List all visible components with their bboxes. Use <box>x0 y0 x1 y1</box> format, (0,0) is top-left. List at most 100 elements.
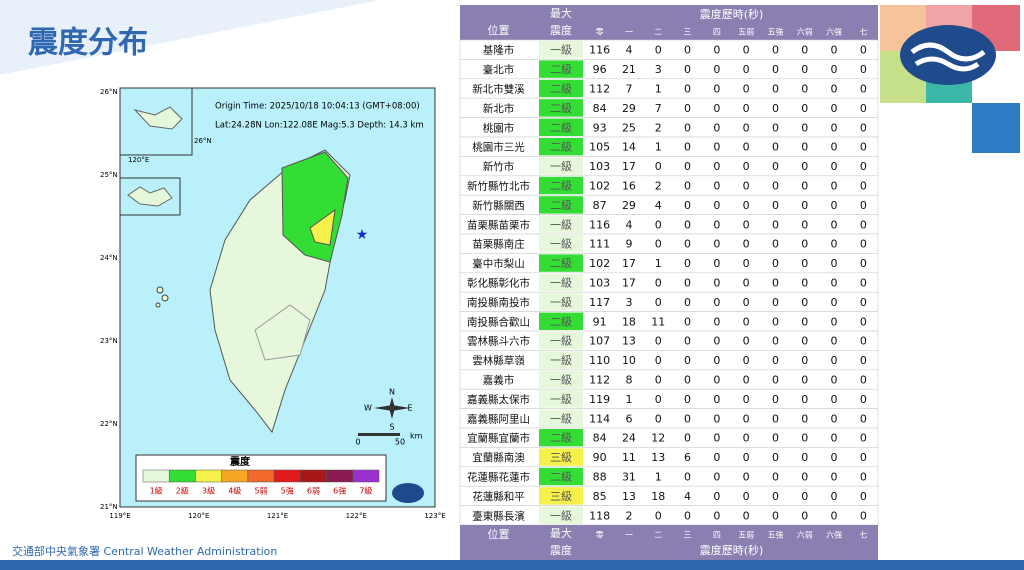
legend-label: 6強 <box>333 486 346 496</box>
table-cell: 0 <box>772 451 779 464</box>
header-cell: 最大 <box>550 526 572 540</box>
table-cell: 0 <box>801 180 808 193</box>
table-cell: 0 <box>860 44 867 57</box>
header-cell: 五弱 <box>738 28 754 37</box>
table-cell: 90 <box>593 451 607 464</box>
table-cell: 0 <box>772 63 779 76</box>
table-cell: 0 <box>860 257 867 270</box>
table-cell: 0 <box>713 335 720 348</box>
legend-label: 5強 <box>281 486 294 496</box>
legend-swatch <box>352 469 380 483</box>
table-cell: 0 <box>713 471 720 484</box>
table-cell: 0 <box>743 63 750 76</box>
table-cell: 91 <box>593 315 607 328</box>
table-cell: 0 <box>743 238 750 251</box>
table-cell: 0 <box>713 218 720 231</box>
table-cell: 0 <box>860 102 867 115</box>
intensity-cell <box>539 235 583 253</box>
table-row <box>459 117 879 138</box>
table-cell: 嘉義縣太保市 <box>467 393 530 406</box>
table-cell: 二級 <box>550 141 572 154</box>
header-cell: 震度 <box>550 543 572 557</box>
table-cell: 0 <box>801 315 808 328</box>
table-cell: 0 <box>743 315 750 328</box>
table-cell: 117 <box>589 296 610 309</box>
table-cell: 二級 <box>550 315 572 328</box>
table-cell: 0 <box>860 199 867 212</box>
table-cell: 0 <box>713 238 720 251</box>
header-cell: 位置 <box>488 527 510 541</box>
lat-label: 26°N <box>100 88 118 96</box>
lat-label: 22°N <box>100 420 118 428</box>
header-cell: 最大 <box>550 6 572 20</box>
table-cell: 二級 <box>550 63 572 76</box>
footer: 交通部中央氣象署 Central Weather Administration <box>12 544 277 558</box>
table-cell: 0 <box>831 374 838 387</box>
table-cell: 新竹市 <box>483 160 515 173</box>
table-cell: 0 <box>831 277 838 290</box>
header-cell: 五弱 <box>738 531 754 540</box>
table-cell: 0 <box>831 238 838 251</box>
table-cell: 基隆市 <box>483 44 515 57</box>
header-cell: 一 <box>625 531 633 540</box>
table-cell: 苗栗縣南庄 <box>472 238 525 251</box>
table-cell: 1 <box>655 141 662 154</box>
intensity-3-area <box>309 208 336 246</box>
table-cell: 0 <box>801 257 808 270</box>
table-cell: 112 <box>589 83 610 96</box>
table-cell: 8 <box>625 374 632 387</box>
table-cell: 103 <box>589 277 610 290</box>
intensity-cell <box>539 506 583 524</box>
intensity-cell <box>539 157 583 175</box>
table-cell: 0 <box>772 354 779 367</box>
table-cell: 0 <box>655 509 662 522</box>
table-cell: 0 <box>772 509 779 522</box>
table-cell: 0 <box>684 102 691 115</box>
table-cell: 0 <box>713 393 720 406</box>
table-cell: 0 <box>860 509 867 522</box>
table-cell: 7 <box>655 102 662 115</box>
table-cell: 臺東縣長濱 <box>472 509 525 522</box>
table-cell: 1 <box>625 393 632 406</box>
table-cell: 0 <box>743 199 750 212</box>
table-cell: 一級 <box>550 160 572 173</box>
table-cell: 0 <box>801 471 808 484</box>
table-cell: 0 <box>743 471 750 484</box>
table-cell: 0 <box>743 374 750 387</box>
table-cell: 1 <box>655 471 662 484</box>
table-cell: 3 <box>655 63 662 76</box>
table-cell: 一級 <box>550 393 572 406</box>
table-cell: 嘉義市 <box>483 374 515 387</box>
intensity-cell <box>539 99 583 117</box>
table-cell: 0 <box>713 83 720 96</box>
table-cell: 苗栗縣苗栗市 <box>467 218 530 231</box>
table-cell: 18 <box>651 490 665 503</box>
intensity-cell <box>539 41 583 59</box>
table-cell: 0 <box>831 315 838 328</box>
compass: W <box>364 404 372 413</box>
legend-swatch <box>326 469 354 483</box>
table-cell: 二級 <box>550 180 572 193</box>
table-cell: 0 <box>772 218 779 231</box>
table-cell: 桃園市 <box>483 121 515 134</box>
table-cell: 0 <box>713 432 720 445</box>
table-cell: 0 <box>831 393 838 406</box>
table-cell: 雲林縣草嶺 <box>472 354 525 367</box>
table-cell: 0 <box>801 63 808 76</box>
legend-label: 2級 <box>176 486 189 496</box>
table-cell: 84 <box>593 432 607 445</box>
table-cell: 0 <box>860 471 867 484</box>
table-cell: 0 <box>743 44 750 57</box>
table-cell: 0 <box>713 199 720 212</box>
table-cell: 一級 <box>550 374 572 387</box>
table-row <box>459 369 879 390</box>
table-cell: 二級 <box>550 102 572 115</box>
table-cell: 0 <box>655 374 662 387</box>
title: 震度分布 <box>28 26 148 61</box>
table-cell: 0 <box>801 238 808 251</box>
table-cell: 彰化縣彰化市 <box>467 277 530 290</box>
lon-label: 119°E <box>109 512 130 520</box>
table-header <box>460 525 878 560</box>
table-cell: 0 <box>655 354 662 367</box>
island <box>133 106 183 130</box>
